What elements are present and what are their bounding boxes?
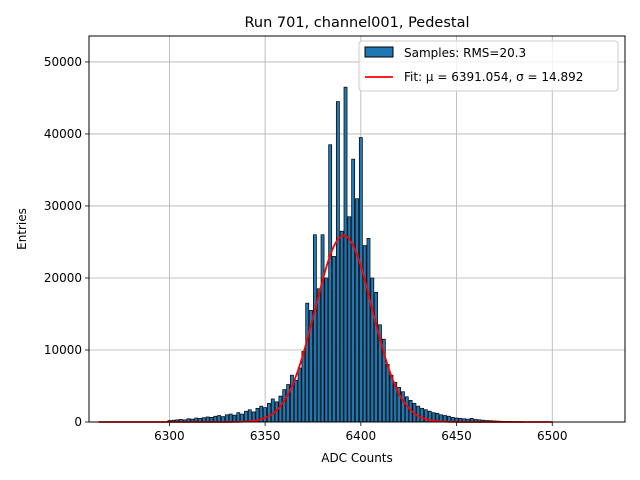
histogram-bar [351,158,356,423]
histogram-bar [332,256,336,423]
histogram-bar [320,234,325,423]
x-axis-ticks: 6300 6350 6400 6450 6500 [154,422,568,443]
histogram-bar [374,292,379,423]
histogram-bar [385,364,390,423]
histogram-bar [316,288,321,423]
y-axis-ticks: 0 10000 20000 30000 40000 50000 [44,55,89,429]
histogram-bar [217,415,222,423]
histogram-bar [355,198,359,423]
histogram-bar [305,302,310,423]
chart-title: Run 701, channel001, Pedestal [244,15,469,31]
histogram-bar [301,351,306,423]
y-tick-label: 20000 [44,271,82,285]
x-tick-label: 6400 [346,429,377,443]
histogram-bars [167,86,524,423]
histogram-bar [297,367,302,423]
x-tick-label: 6300 [154,429,185,443]
histogram-bar [420,407,424,423]
x-axis-label: ADC Counts [321,451,393,465]
histogram-bar [282,389,287,423]
y-axis-label: Entries [15,208,29,250]
x-tick-label: 6450 [441,429,472,443]
histogram-bar [366,238,371,423]
histogram-bar [358,137,363,423]
y-tick-label: 10000 [44,343,82,357]
legend-samples-label: Samples: RMS=20.3 [404,46,526,60]
legend: Samples: RMS=20.3 Fit: μ = 6391.054, σ =… [358,40,619,92]
x-tick-label: 6500 [537,429,568,443]
histogram-bar [278,395,283,423]
histogram-bar [404,396,409,423]
legend-box [358,40,619,92]
histogram-bar [389,374,394,423]
histogram-bar [416,405,421,423]
histogram-bar [401,391,405,423]
histogram-bar [244,410,248,423]
y-tick-label: 50000 [44,55,82,69]
histogram-bar [228,413,233,423]
legend-fit-label: Fit: μ = 6391.054, σ = 14.892 [404,70,583,84]
legend-samples-swatch [364,46,394,58]
histogram-bar [362,245,367,423]
histogram-bar [324,277,329,423]
y-tick-label: 40000 [44,127,82,141]
histogram-bar [347,216,352,423]
x-tick-label: 6350 [250,429,281,443]
histogram-bar [335,101,340,423]
histogram-bar [339,230,344,423]
histogram-bar [236,412,241,423]
histogram-bar [370,277,375,423]
histogram-bar [224,414,229,423]
histogram-bar [267,402,271,423]
histogram-bar [263,407,267,423]
y-tick-label: 30000 [44,199,82,213]
y-tick-label: 0 [74,415,82,429]
histogram-bar [343,86,348,423]
histogram-bar [270,398,275,423]
histogram-bar [293,379,298,423]
histogram-bar [313,234,317,423]
histogram-bar [328,144,333,423]
plot-frame [88,35,626,423]
